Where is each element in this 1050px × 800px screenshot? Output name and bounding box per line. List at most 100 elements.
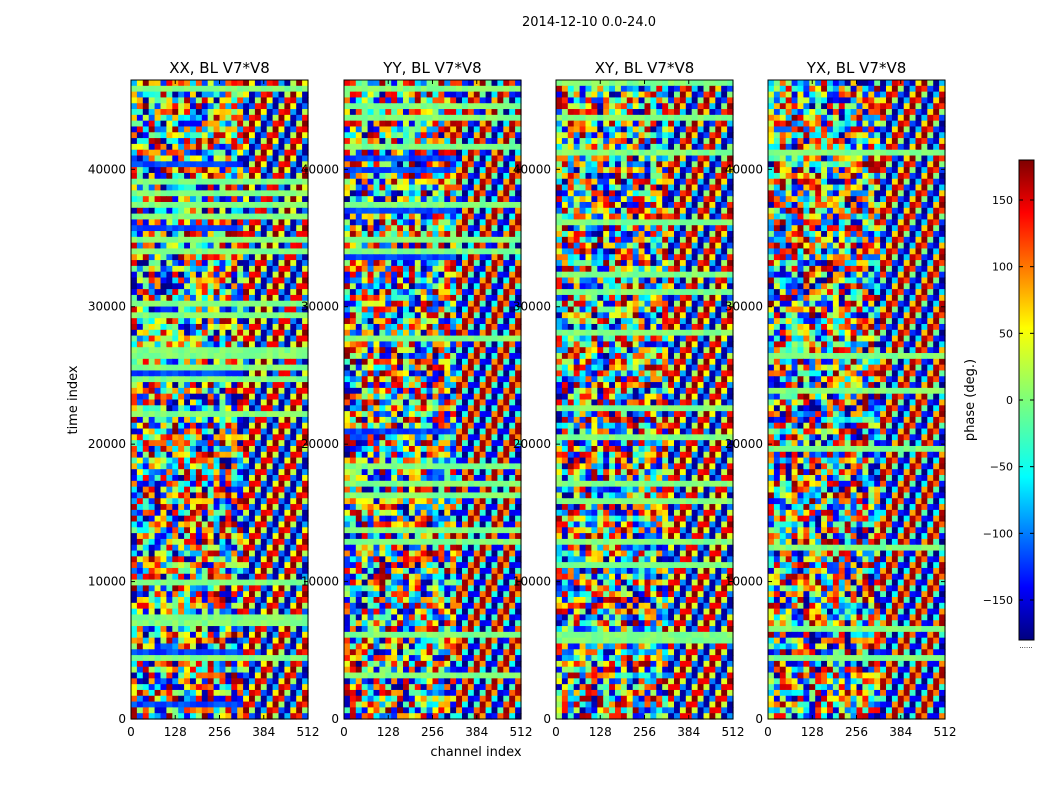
heatmap-cell [184, 544, 191, 552]
heatmap-cell [266, 445, 274, 453]
heatmap-cell [373, 353, 380, 360]
heatmap-cell [426, 172, 434, 180]
heatmap-cell [290, 463, 297, 470]
heatmap-cell [349, 289, 357, 296]
heatmap-cell [444, 236, 451, 244]
heatmap-cell [201, 155, 209, 162]
heatmap-cell [148, 335, 156, 343]
heatmap-cell [509, 225, 516, 232]
heatmap-cell [178, 428, 185, 435]
heatmap-cell [249, 544, 256, 552]
heatmap-cell [190, 405, 197, 412]
heatmap-cell [154, 672, 162, 679]
heatmap-cell [148, 143, 156, 151]
heatmap-cell [403, 335, 410, 343]
heatmap-cell [231, 358, 238, 366]
heatmap-cell [473, 294, 481, 302]
heatmap-cell [503, 114, 510, 122]
heatmap-cell [254, 701, 262, 708]
heatmap-cell [231, 637, 238, 645]
heatmap-cell [190, 509, 197, 517]
heatmap-cell [408, 138, 416, 145]
heatmap-cell [249, 172, 256, 180]
heatmap-cell [225, 597, 232, 604]
heatmap-cell [160, 428, 167, 435]
heatmap-cell [491, 289, 498, 296]
heatmap-cell [272, 138, 280, 145]
heatmap-cell [391, 382, 398, 389]
heatmap-cell [231, 509, 238, 517]
heatmap-cell [403, 109, 410, 116]
heatmap-cell [385, 265, 392, 273]
heatmap-cell [154, 382, 162, 389]
heatmap-cell [509, 207, 516, 215]
heatmap-cell [397, 80, 404, 87]
heatmap-cell [272, 486, 280, 494]
heatmap-cell [213, 573, 221, 581]
heatmap-cell [201, 149, 209, 157]
heatmap-cell [397, 231, 404, 238]
heatmap-cell [391, 190, 398, 197]
heatmap-cell [166, 201, 173, 209]
heatmap-cell [385, 335, 392, 343]
heatmap-cell [160, 585, 167, 592]
heatmap-cell [225, 283, 232, 290]
heatmap-cell [473, 103, 481, 110]
heatmap-cell [403, 155, 410, 162]
heatmap-cell [266, 347, 274, 354]
heatmap-cell [231, 527, 238, 534]
heatmap-cell [397, 347, 404, 354]
heatmap-cell [207, 341, 215, 348]
heatmap-cell [367, 91, 375, 99]
heatmap-cell [296, 126, 303, 133]
heatmap-cell [296, 132, 303, 139]
heatmap-cell [225, 91, 232, 99]
heatmap-cell [201, 463, 209, 470]
heatmap-cell [373, 271, 380, 279]
heatmap-cell [355, 254, 363, 261]
heatmap-cell [355, 231, 363, 238]
heatmap-cell [207, 480, 215, 488]
heatmap-cell [131, 533, 138, 540]
heatmap-cell [219, 283, 226, 290]
heatmap-cell [284, 277, 291, 284]
heatmap-cell [397, 294, 404, 302]
heatmap-cell [266, 294, 274, 302]
heatmap-cell [190, 143, 197, 151]
heatmap-cell [278, 643, 285, 650]
heatmap-cell [491, 393, 498, 401]
heatmap-cell [231, 300, 238, 308]
heatmap-cell [397, 265, 404, 273]
heatmap-cell [462, 289, 469, 296]
heatmap-cell [154, 196, 162, 203]
heatmap-cell [290, 353, 297, 360]
heatmap-cell [361, 271, 369, 279]
heatmap-cell [444, 138, 451, 145]
heatmap-cell [444, 143, 451, 151]
heatmap-cell [290, 585, 297, 592]
heatmap-cell [219, 666, 226, 674]
heatmap-cell [403, 358, 410, 366]
heatmap-cell [154, 213, 162, 221]
heatmap-cell [278, 538, 285, 546]
heatmap-cell [349, 91, 357, 99]
heatmap-cell [237, 201, 244, 209]
heatmap-cell [160, 114, 167, 122]
heatmap-cell [266, 358, 274, 366]
heatmap-cell [225, 556, 232, 563]
heatmap-cell [497, 318, 504, 325]
heatmap-cell [403, 260, 410, 267]
heatmap-cell [503, 225, 510, 232]
heatmap-cell [432, 271, 439, 279]
heatmap-cell [148, 323, 156, 331]
heatmap-cell [201, 289, 209, 296]
heatmap-cell [148, 236, 156, 244]
heatmap-cell [172, 114, 179, 122]
heatmap-cell [438, 265, 445, 273]
heatmap-cell [272, 411, 280, 418]
heatmap-cell [148, 318, 156, 325]
heatmap-cell [367, 178, 375, 186]
heatmap-cell [219, 323, 226, 331]
heatmap-cell [243, 248, 250, 255]
heatmap-cell [178, 201, 185, 209]
